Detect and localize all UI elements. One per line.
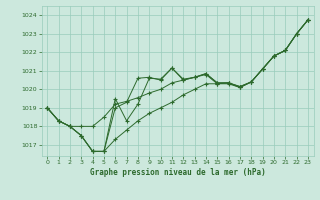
X-axis label: Graphe pression niveau de la mer (hPa): Graphe pression niveau de la mer (hPa) [90,168,266,177]
